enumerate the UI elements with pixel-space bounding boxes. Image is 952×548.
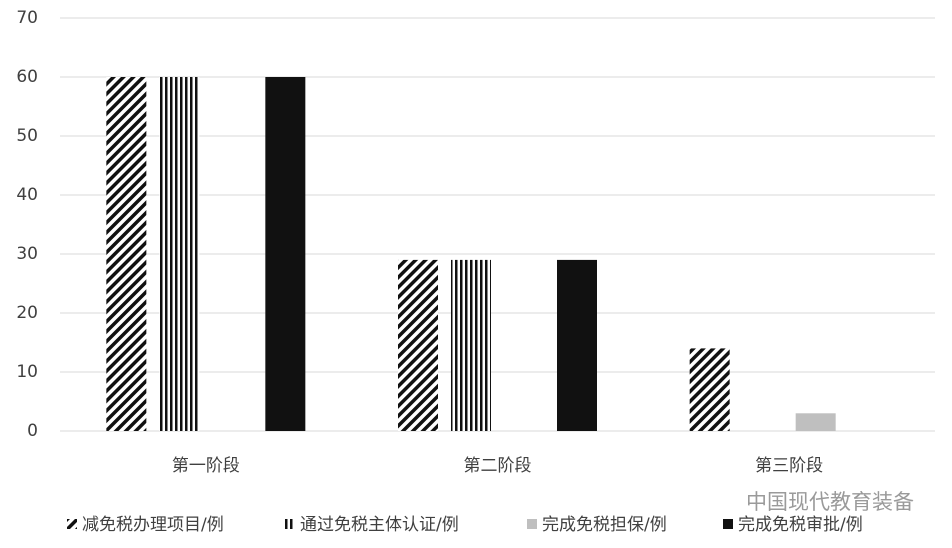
y-tick-label: 50 <box>16 126 38 146</box>
bar <box>106 77 147 431</box>
y-tick-label: 40 <box>16 185 38 205</box>
legend-swatch <box>723 519 733 529</box>
legend-swatch <box>527 519 537 529</box>
bar <box>398 259 438 431</box>
bar <box>265 77 306 431</box>
y-tick-label: 0 <box>27 421 38 441</box>
legend-label: 减免税办理项目/例 <box>82 515 224 535</box>
x-tick-label: 第一阶段 <box>172 456 240 476</box>
y-tick-label: 20 <box>16 303 38 323</box>
legend-label: 通过免税主体认证/例 <box>300 515 459 535</box>
legend-label: 完成免税审批/例 <box>738 515 863 535</box>
watermark: 中国现代教育装备 <box>746 490 914 514</box>
y-tick-label: 60 <box>16 67 38 87</box>
bar <box>795 413 836 431</box>
bar <box>451 259 491 431</box>
legend-swatch <box>285 519 295 529</box>
bar <box>159 77 200 431</box>
x-tick-label: 第三阶段 <box>755 456 823 476</box>
bar <box>557 259 597 431</box>
y-tick-label: 10 <box>16 362 38 382</box>
legend-swatch <box>67 519 77 529</box>
bar <box>689 348 730 431</box>
y-tick-label: 70 <box>16 8 38 28</box>
legend-label: 完成免税担保/例 <box>542 515 667 535</box>
x-tick-label: 第二阶段 <box>464 456 532 476</box>
y-tick-label: 30 <box>16 244 38 264</box>
